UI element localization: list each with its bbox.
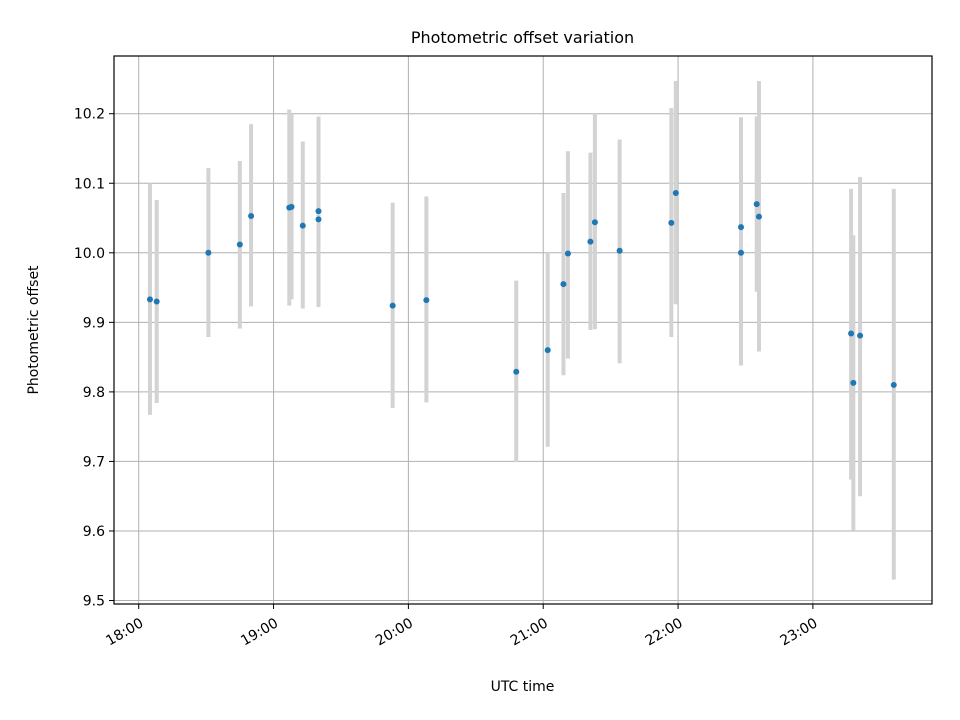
data-point bbox=[672, 190, 679, 196]
data-point bbox=[890, 381, 897, 388]
data-point bbox=[564, 250, 571, 257]
y-tick-label: 10.0 bbox=[74, 246, 105, 262]
data-point bbox=[587, 238, 594, 245]
y-tick-label: 10.1 bbox=[74, 176, 105, 192]
data-point bbox=[857, 332, 864, 339]
data-point bbox=[513, 368, 520, 375]
data-point bbox=[737, 249, 744, 256]
data-point bbox=[248, 212, 255, 219]
data-point bbox=[423, 297, 430, 304]
data-point bbox=[389, 302, 396, 309]
data-point bbox=[560, 281, 567, 288]
data-point bbox=[315, 208, 322, 215]
y-tick-label: 9.5 bbox=[83, 594, 105, 610]
data-point bbox=[146, 296, 153, 303]
data-point bbox=[299, 222, 306, 229]
data-point bbox=[236, 241, 243, 248]
data-point bbox=[591, 219, 598, 226]
y-tick-label: 9.7 bbox=[83, 454, 105, 470]
data-point bbox=[753, 201, 760, 208]
data-point bbox=[544, 347, 551, 354]
y-tick-label: 9.8 bbox=[83, 385, 105, 401]
data-point bbox=[755, 213, 762, 220]
data-point bbox=[848, 330, 855, 337]
data-points bbox=[146, 190, 897, 388]
data-point bbox=[850, 379, 857, 386]
data-point bbox=[616, 247, 623, 254]
data-point bbox=[205, 249, 212, 256]
y-tick-label: 9.9 bbox=[83, 315, 105, 331]
plot-frame bbox=[113, 55, 933, 605]
y-axis: 9.5 9.6 9.7 9.8 9.9 10.0 10.1 10.2 bbox=[74, 107, 114, 610]
data-point bbox=[288, 203, 295, 210]
y-tick-label: 9.6 bbox=[83, 524, 105, 540]
data-point bbox=[737, 224, 744, 231]
data-point bbox=[153, 298, 160, 305]
data-point bbox=[668, 219, 675, 226]
x-axis-label: UTC time bbox=[491, 679, 555, 695]
data-point bbox=[315, 216, 322, 223]
y-tick-label: 10.2 bbox=[74, 107, 105, 123]
chart-title: Photometric offset variation bbox=[411, 28, 634, 47]
y-axis-label: Photometric offset bbox=[26, 265, 42, 395]
